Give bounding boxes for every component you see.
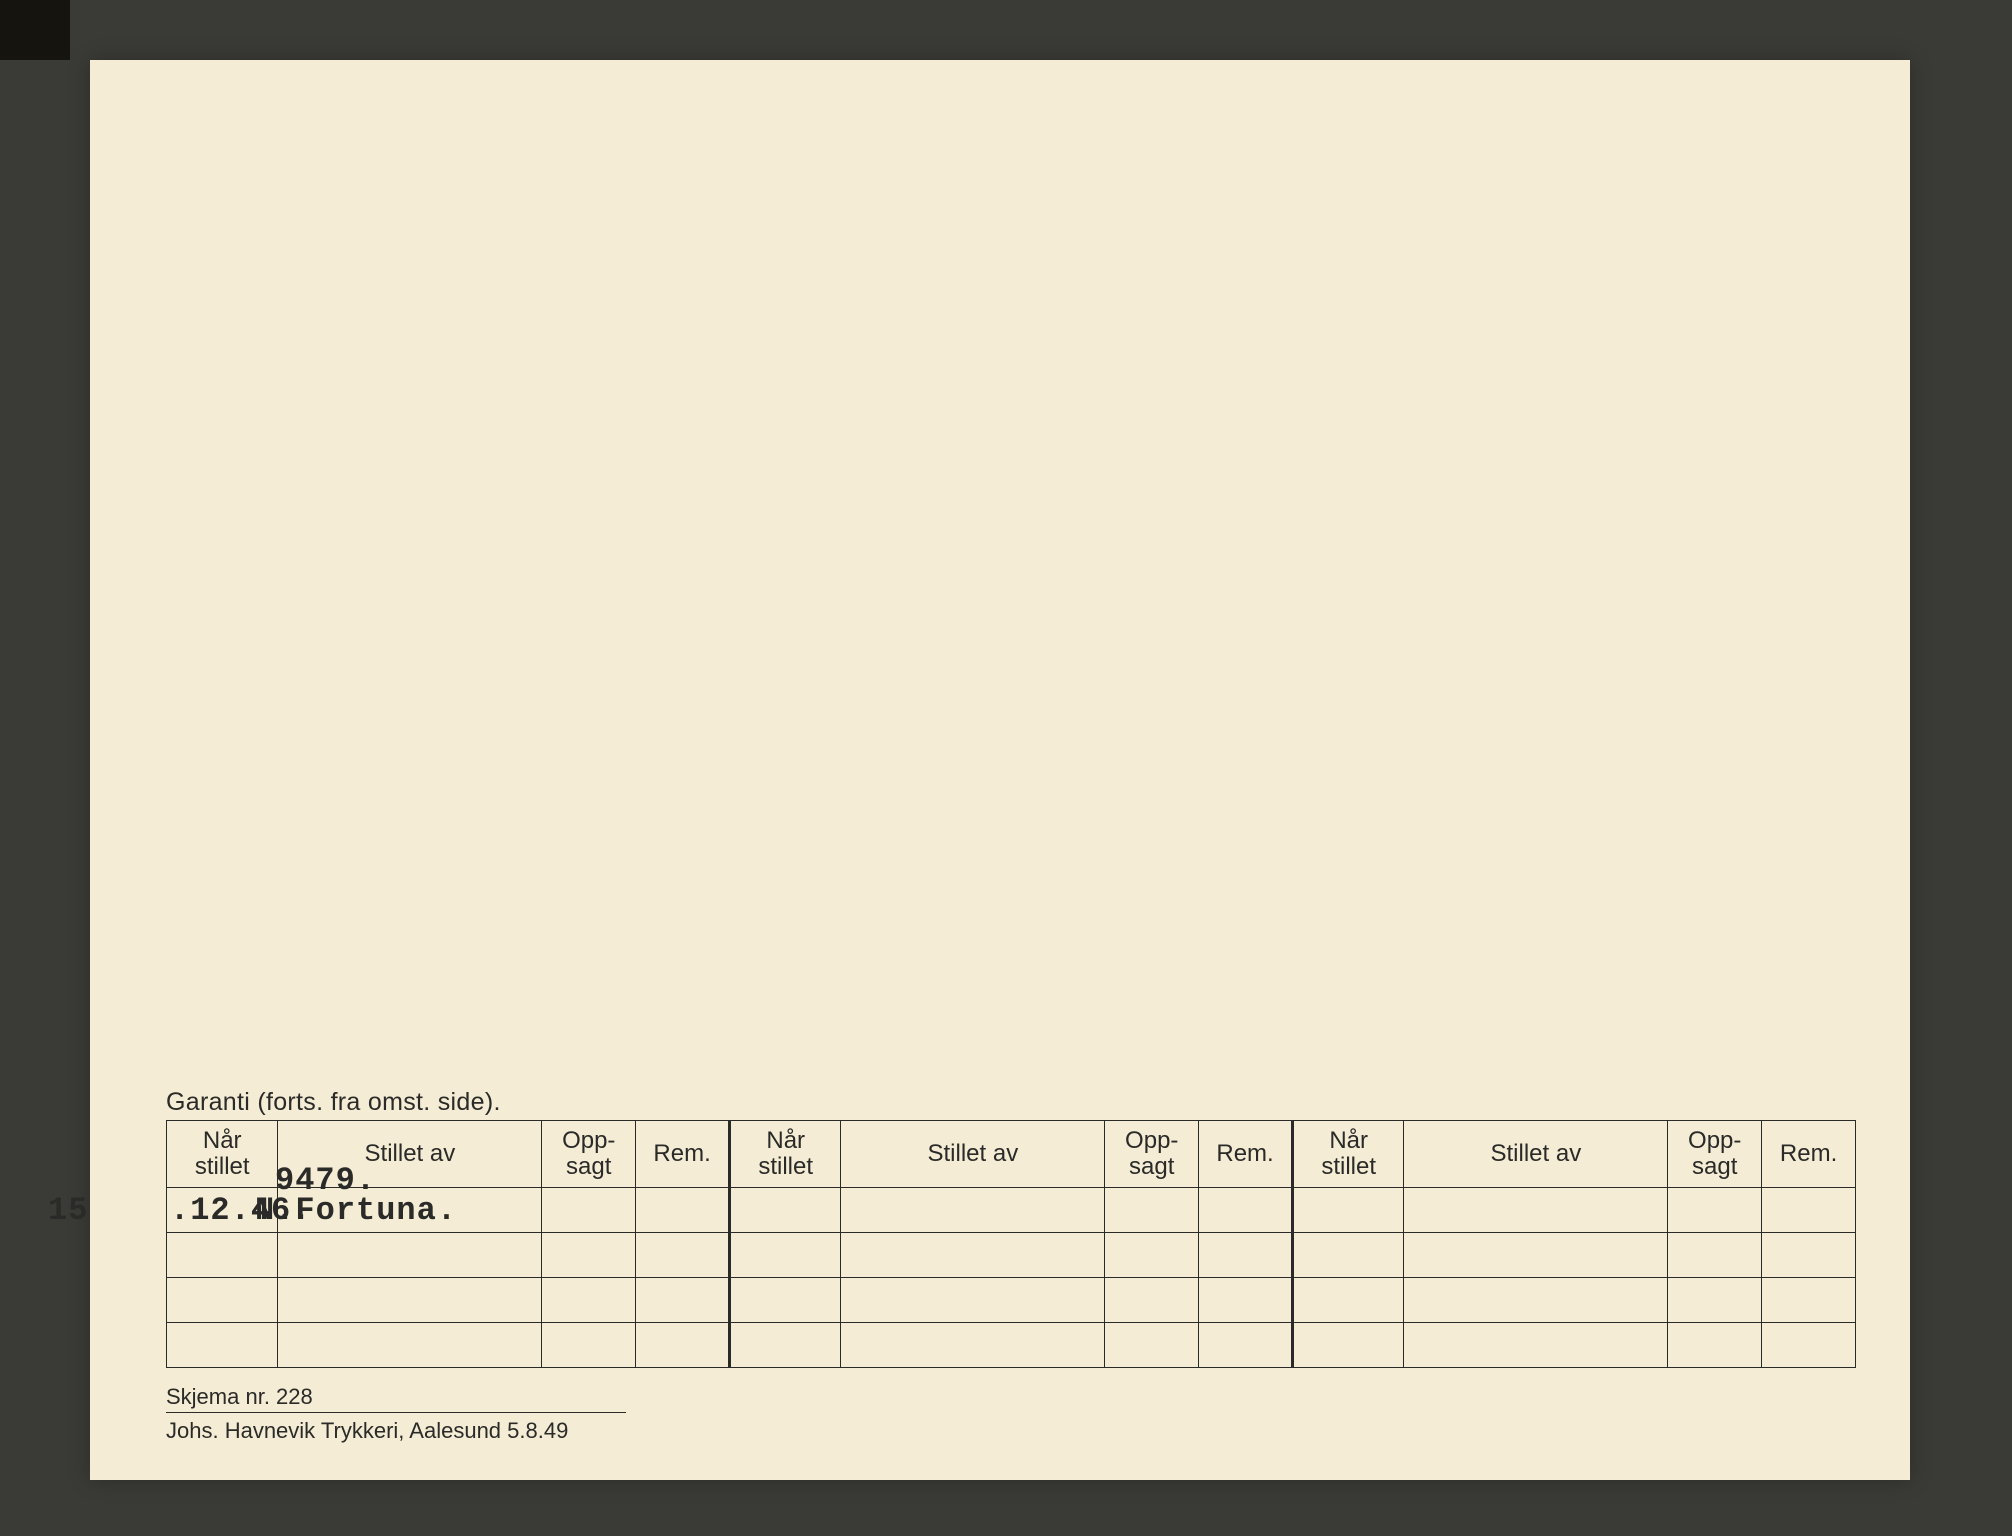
cell <box>1404 1278 1668 1323</box>
cell <box>167 1323 278 1368</box>
cell <box>1762 1278 1856 1323</box>
cell <box>1762 1233 1856 1278</box>
header-text: Rem. <box>653 1140 710 1167</box>
cell <box>841 1323 1105 1368</box>
col-header-opp-sagt: Opp- sagt <box>542 1121 636 1188</box>
cell <box>1404 1233 1668 1278</box>
cell <box>1762 1323 1856 1368</box>
header-text: Stillet av <box>365 1140 456 1167</box>
cell <box>278 1233 542 1278</box>
table-header-row: Når stillet Stillet av Opp- sagt Rem. <box>167 1121 1856 1188</box>
cell <box>636 1188 730 1233</box>
table-row <box>167 1323 1856 1368</box>
cell <box>278 1278 542 1323</box>
cell <box>1292 1188 1403 1233</box>
cell <box>729 1233 840 1278</box>
col-header-rem: Rem. <box>1199 1121 1293 1188</box>
typed-date-prefix-outside: 15 <box>48 1192 88 1229</box>
document-card: Garanti (forts. fra omst. side). Når sti… <box>90 60 1910 1480</box>
cell <box>1199 1233 1293 1278</box>
col-header-rem: Rem. <box>1762 1121 1856 1188</box>
cell <box>1105 1233 1199 1278</box>
cell <box>1199 1323 1293 1368</box>
scan-dark-margin <box>0 0 70 60</box>
cell <box>636 1323 730 1368</box>
cell <box>1292 1323 1403 1368</box>
header-text: stillet <box>758 1153 813 1180</box>
header-text: Rem. <box>1216 1140 1273 1167</box>
cell <box>542 1323 636 1368</box>
scan-background: Garanti (forts. fra omst. side). Når sti… <box>0 0 2012 1536</box>
typed-stillet-av-line2: N.Fortuna. <box>255 1192 457 1229</box>
cell <box>1105 1188 1199 1233</box>
cell <box>542 1233 636 1278</box>
table-row <box>167 1278 1856 1323</box>
header-text: Når <box>766 1127 805 1154</box>
header-text: Opp- <box>1688 1127 1741 1154</box>
header-text: Opp- <box>1125 1127 1178 1154</box>
guarantee-table: Når stillet Stillet av Opp- sagt Rem. <box>166 1120 1856 1368</box>
cell <box>1762 1188 1856 1233</box>
cell <box>1668 1323 1762 1368</box>
cell <box>841 1188 1105 1233</box>
header-text: sagt <box>1692 1153 1737 1180</box>
footer-rule <box>166 1412 626 1413</box>
cell <box>729 1188 840 1233</box>
col-header-nar-stillet: Når stillet <box>167 1121 278 1188</box>
header-text: stillet <box>1321 1153 1376 1180</box>
header-text: Stillet av <box>1490 1140 1581 1167</box>
cell <box>1292 1278 1403 1323</box>
col-header-nar-stillet: Når stillet <box>1292 1121 1403 1188</box>
cell <box>841 1278 1105 1323</box>
cell <box>1105 1323 1199 1368</box>
col-header-stillet-av: Stillet av <box>841 1121 1105 1188</box>
header-text: Når <box>203 1127 242 1154</box>
table-row <box>167 1233 1856 1278</box>
header-text: Når <box>1329 1127 1368 1154</box>
cell <box>636 1233 730 1278</box>
cell <box>278 1323 542 1368</box>
cell <box>542 1278 636 1323</box>
cell <box>167 1233 278 1278</box>
cell <box>636 1278 730 1323</box>
cell <box>542 1188 636 1233</box>
header-text: Opp- <box>562 1127 615 1154</box>
guarantee-table-wrap: Når stillet Stillet av Opp- sagt Rem. <box>166 1120 1856 1368</box>
cell <box>1668 1188 1762 1233</box>
header-text: stillet <box>195 1153 250 1180</box>
cell <box>729 1278 840 1323</box>
header-text: Rem. <box>1780 1140 1837 1167</box>
table-caption: Garanti (forts. fra omst. side). <box>166 1088 501 1117</box>
cell <box>1668 1233 1762 1278</box>
col-header-rem: Rem. <box>636 1121 730 1188</box>
header-text: Stillet av <box>928 1140 1019 1167</box>
col-header-opp-sagt: Opp- sagt <box>1105 1121 1199 1188</box>
cell <box>1404 1323 1668 1368</box>
footer-printer-line: Johs. Havnevik Trykkeri, Aalesund 5.8.49 <box>166 1418 568 1444</box>
cell <box>1199 1188 1293 1233</box>
col-header-stillet-av: Stillet av <box>1404 1121 1668 1188</box>
col-header-opp-sagt: Opp- sagt <box>1668 1121 1762 1188</box>
cell <box>1292 1233 1403 1278</box>
cell <box>841 1233 1105 1278</box>
cell <box>1404 1188 1668 1233</box>
header-text: sagt <box>1129 1153 1174 1180</box>
col-header-nar-stillet: Når stillet <box>729 1121 840 1188</box>
footer-schema-number: Skjema nr. 228 <box>166 1384 313 1410</box>
cell <box>167 1278 278 1323</box>
header-text: sagt <box>566 1153 611 1180</box>
cell <box>729 1323 840 1368</box>
cell <box>1668 1278 1762 1323</box>
cell <box>1199 1278 1293 1323</box>
cell <box>1105 1278 1199 1323</box>
